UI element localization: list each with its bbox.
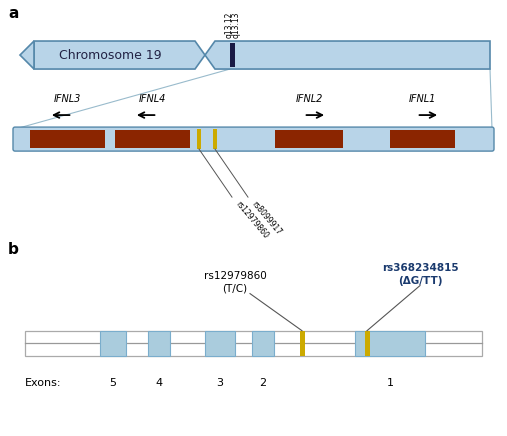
Text: q13.13: q13.13: [232, 11, 240, 38]
Text: b: b: [8, 242, 19, 258]
Bar: [148, 330, 170, 356]
Bar: [115, 130, 190, 148]
Text: rs12979860: rs12979860: [234, 199, 270, 240]
Text: Exons:: Exons:: [25, 378, 61, 388]
Text: rs12979860: rs12979860: [204, 271, 266, 281]
Text: (T/C): (T/C): [223, 283, 247, 293]
Text: IFNL3: IFNL3: [53, 94, 81, 104]
Text: IFNL4: IFNL4: [138, 94, 166, 104]
Bar: [275, 130, 343, 148]
Bar: [213, 129, 217, 149]
Bar: [300, 330, 305, 356]
Bar: [100, 330, 126, 356]
Bar: [390, 130, 455, 148]
Bar: [197, 129, 201, 149]
Text: 4: 4: [156, 378, 163, 388]
Text: rs368234815: rs368234815: [382, 262, 458, 272]
Bar: [365, 330, 370, 356]
Text: Chromosome 19: Chromosome 19: [59, 48, 161, 61]
FancyBboxPatch shape: [13, 127, 494, 151]
Bar: [30, 130, 105, 148]
Text: q13.12: q13.12: [225, 12, 234, 38]
Bar: [205, 330, 235, 356]
Bar: [355, 330, 425, 356]
Text: 2: 2: [260, 378, 267, 388]
Bar: [252, 330, 274, 356]
Polygon shape: [34, 41, 490, 69]
Text: 1: 1: [386, 378, 393, 388]
Text: rs8099917: rs8099917: [250, 199, 283, 236]
Text: 3: 3: [216, 378, 224, 388]
Text: IFNL2: IFNL2: [295, 94, 322, 104]
Bar: [25, 330, 482, 356]
Bar: [230, 43, 235, 67]
Text: (ΔG/TT): (ΔG/TT): [398, 276, 442, 286]
Text: IFNL1: IFNL1: [408, 94, 436, 104]
Text: a: a: [8, 6, 18, 21]
Text: 5: 5: [110, 378, 117, 388]
Polygon shape: [20, 41, 34, 69]
